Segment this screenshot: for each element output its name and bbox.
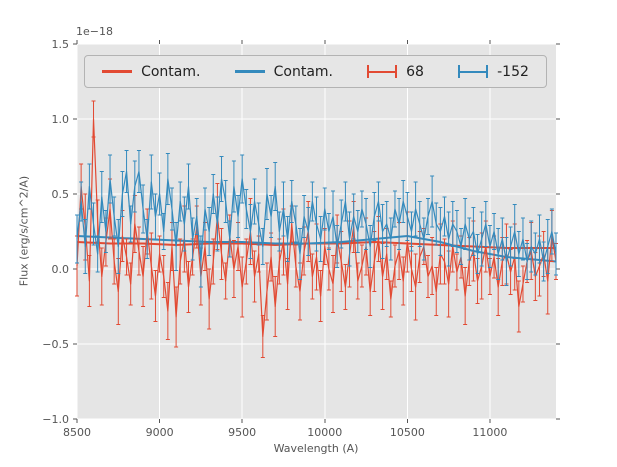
- legend-label-minus-152: -152: [497, 63, 529, 80]
- x-axis-label: Wavelength (A): [273, 442, 359, 455]
- x-tick-label: 11000: [472, 426, 507, 439]
- legend-item-contam-blue: Contam.: [234, 63, 333, 80]
- y-axis-offset-text: 1e−18: [76, 25, 113, 38]
- x-tick-label: 8500: [63, 426, 91, 439]
- legend-item-68: 68: [367, 64, 424, 80]
- legend-label-contam-red: Contam.: [141, 63, 201, 80]
- y-tick-label: 1.5: [52, 38, 70, 51]
- legend-item-contam-red: Contam.: [102, 64, 200, 80]
- red-errorbar-swatch-icon: [367, 65, 398, 79]
- tick-labels: 8500 9000 9500 10000 10500 11000 −1.0 −0.5 0.0 0.…: [42, 38, 507, 439]
- legend: Contam. Contam. 68 -152: [84, 55, 547, 88]
- x-tick-label: 10000: [307, 426, 342, 439]
- y-tick-label: −0.5: [42, 338, 69, 351]
- x-tick-label: 10500: [390, 426, 425, 439]
- legend-item-minus-152: -152: [458, 64, 529, 80]
- blue-line-swatch-icon: [234, 70, 265, 73]
- red-line-swatch-icon: [102, 70, 133, 73]
- y-tick-label: 0.0: [52, 263, 70, 276]
- series--152: [75, 150, 558, 288]
- y-tick-label: −1.0: [42, 413, 69, 426]
- legend-label-contam-blue: Contam.: [273, 63, 333, 80]
- blue-errorbar-swatch-icon: [458, 65, 489, 79]
- y-tick-label: 1.0: [52, 113, 70, 126]
- y-tick-label: 0.5: [52, 188, 70, 201]
- tick-marks: [73, 40, 560, 423]
- x-tick-label: 9500: [228, 426, 256, 439]
- x-tick-label: 9000: [146, 426, 174, 439]
- grid-lines: [76, 43, 556, 420]
- legend-label-68: 68: [406, 63, 424, 80]
- y-axis-label: Flux (erg/s/cm^2/A): [17, 175, 31, 287]
